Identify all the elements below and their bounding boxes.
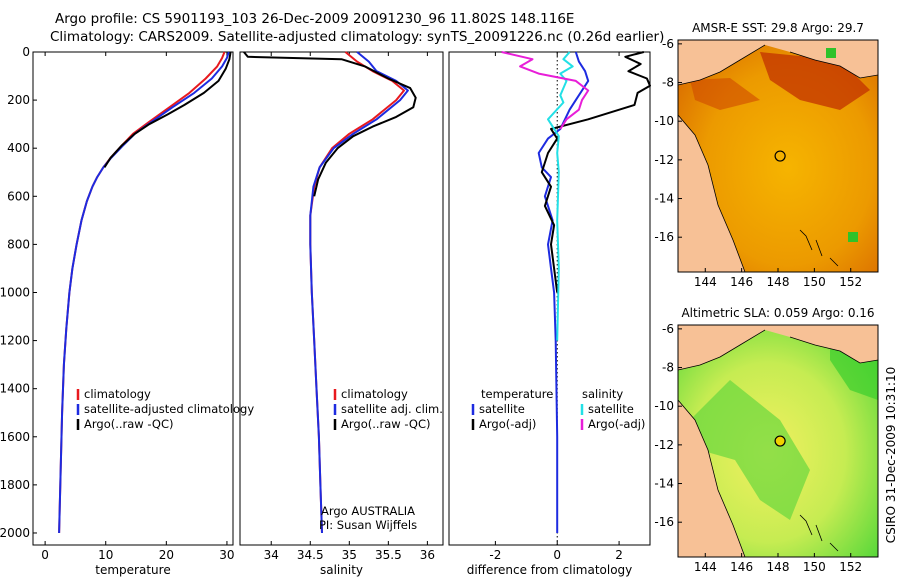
plot-frame <box>448 51 651 546</box>
sla-green-ridge <box>690 380 810 520</box>
sst-hotspot-2 <box>690 78 760 110</box>
panel-annotation: PI: Susan Wijffels <box>319 518 417 532</box>
series-line <box>58 51 226 534</box>
x-tick-label: 34.5 <box>297 548 324 562</box>
legend-label: satellite <box>479 402 525 416</box>
y-tick-label: 400 <box>7 141 30 155</box>
map-y-tick-label: -6 <box>662 322 674 336</box>
map-y-tick-label: -10 <box>654 114 674 128</box>
profile-location-marker <box>774 435 786 447</box>
y-tick-label: 1200 <box>0 334 30 348</box>
series-line <box>58 51 230 534</box>
map-y-tick-label: -14 <box>654 192 674 206</box>
map-x-tick-label: 144 <box>694 275 717 289</box>
sst-reef <box>799 229 839 267</box>
x-tick-label: 30 <box>219 548 234 562</box>
y-tick-label: 0 <box>22 45 30 59</box>
map-x-tick-label: 150 <box>803 275 826 289</box>
sla-reef <box>799 514 839 552</box>
sla-land-north <box>678 325 878 370</box>
series-line <box>547 51 574 341</box>
y-tick-label: 1000 <box>0 285 30 299</box>
sst-map: AMSR-E SST: 29.8 Argo: 29.7 144 146 148 150… <box>654 21 879 289</box>
x-tick-label: 20 <box>159 548 174 562</box>
legend-label: satellite <box>588 402 634 416</box>
sst-coastline <box>678 44 878 272</box>
map-x-tick-label: 152 <box>839 560 862 574</box>
legend-label: satellite-adjusted climatology <box>84 402 254 416</box>
y-tick-label: 200 <box>7 93 30 107</box>
sla-map-title: Altimetric SLA: 0.059 Argo: 0.16 <box>681 306 874 320</box>
series-line <box>103 51 232 168</box>
x-axis-label: temperature <box>95 563 170 577</box>
plot-frame <box>32 51 234 546</box>
header-line-1: Argo profile: CS 5901193_103 26-Dec-2009… <box>55 11 574 27</box>
map-y-tick-label: -16 <box>654 515 674 529</box>
legend-label: Argo(-adj) <box>479 417 536 431</box>
y-tick-label: 600 <box>7 189 30 203</box>
legend-label: satellite adj. clim. <box>341 402 443 416</box>
y-tick-label: 1800 <box>0 478 30 492</box>
sst-green-patch <box>848 232 858 242</box>
map-y-tick-label: -6 <box>662 37 674 51</box>
series-line <box>537 51 590 533</box>
temperature-panel: 0 10 20 30 0 200 400 600 800 1000 1200 1400 1600 1800… <box>0 45 254 577</box>
map-x-tick-label: 148 <box>767 560 790 574</box>
series-line <box>309 51 409 534</box>
map-x-tick-label: 148 <box>767 275 790 289</box>
header-line-2: Climatology: CARS2009. Satellite-adjuste… <box>50 29 664 45</box>
x-tick-label: 36 <box>420 548 435 562</box>
x-tick-label: 0 <box>553 548 561 562</box>
panel-annotation: Argo AUSTRALIA <box>321 504 415 518</box>
y-tick-label: 800 <box>7 237 30 251</box>
x-tick-label: 35 <box>342 548 357 562</box>
map-y-tick-label: -12 <box>654 153 674 167</box>
series-line <box>243 51 417 197</box>
map-x-tick-label: 152 <box>839 275 862 289</box>
x-axis-label: salinity <box>320 563 363 577</box>
y-tick-label: 1600 <box>0 430 30 444</box>
legend-label: climatology <box>341 387 408 401</box>
x-tick-label: 0 <box>41 548 49 562</box>
sst-map-title: AMSR-E SST: 29.8 Argo: 29.7 <box>692 21 864 35</box>
series-line <box>540 51 651 293</box>
plot-frame <box>239 51 444 546</box>
legend-label: Argo(..raw -QC) <box>341 417 431 431</box>
side-timestamp: CSIRO 31-Dec-2009 10:31:10 <box>884 367 898 544</box>
map-x-tick-label: 146 <box>730 275 753 289</box>
y-tick-label: 1400 <box>0 382 30 396</box>
salinity-panel: 34 34.5 35 35.5 36 salinity climatologysatelli… <box>239 51 444 577</box>
sla-land-south <box>678 400 745 557</box>
legend-heading: salinity <box>582 387 623 401</box>
legend-label: climatology <box>84 387 151 401</box>
sst-green-patch-2 <box>826 48 836 58</box>
x-tick-label: 10 <box>98 548 113 562</box>
legend-label: Argo(..raw -QC) <box>84 417 174 431</box>
y-tick-label: 2000 <box>0 526 30 540</box>
map-y-tick-label: -10 <box>654 399 674 413</box>
x-tick-label: -2 <box>489 548 501 562</box>
map-x-tick-label: 144 <box>694 560 717 574</box>
x-tick-label: 2 <box>615 548 623 562</box>
map-x-tick-label: 150 <box>803 560 826 574</box>
map-y-tick-label: -12 <box>654 438 674 452</box>
map-y-tick-label: -8 <box>662 361 674 375</box>
map-y-tick-label: -14 <box>654 477 674 491</box>
profile-location-marker <box>774 150 786 162</box>
map-x-tick-label: 146 <box>730 560 753 574</box>
x-tick-label: 34 <box>264 548 279 562</box>
x-axis-label: difference from climatology <box>467 563 633 577</box>
map-y-tick-label: -8 <box>662 76 674 90</box>
legend-label: Argo(-adj) <box>588 417 645 431</box>
sla-map: Altimetric SLA: 0.059 Argo: 0.16 144 146 1… <box>654 306 879 574</box>
x-tick-label: 35.5 <box>375 548 402 562</box>
series-line <box>501 51 590 130</box>
legend-heading: temperature <box>481 387 553 401</box>
sla-coastline <box>678 329 878 557</box>
sst-land-south <box>678 115 745 272</box>
series-line <box>309 51 405 534</box>
map-y-tick-label: -16 <box>654 230 674 244</box>
